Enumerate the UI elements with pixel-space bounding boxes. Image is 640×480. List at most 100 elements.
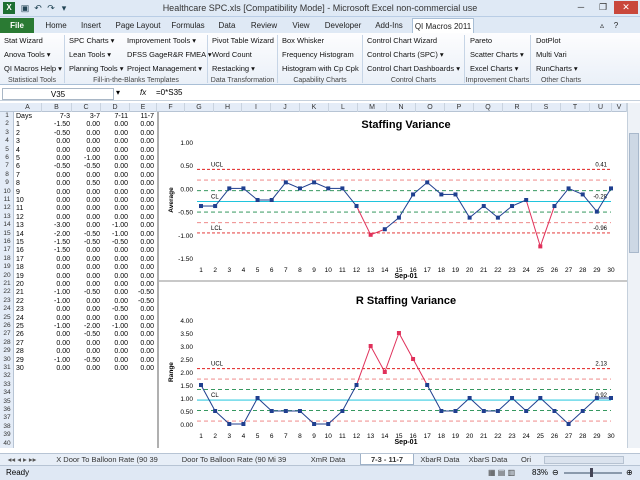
table-cell[interactable]: 0.00 — [114, 365, 128, 372]
table-cell[interactable]: 0.00 — [86, 255, 100, 263]
table-cell[interactable]: 0.00 — [86, 197, 100, 204]
row-header[interactable]: 35 — [3, 397, 11, 405]
data-point[interactable] — [552, 204, 557, 209]
table-cell[interactable]: 1 — [16, 121, 20, 129]
table-cell[interactable]: 27 — [16, 339, 24, 347]
data-point[interactable] — [354, 204, 359, 209]
table-cell[interactable]: 26 — [16, 331, 24, 339]
table-cell[interactable]: 0.00 — [56, 155, 70, 162]
table-cell[interactable]: 0.00 — [86, 138, 100, 146]
table-cell[interactable]: 0.00 — [114, 264, 128, 272]
table-cell[interactable]: 0.00 — [86, 272, 100, 280]
table-cell[interactable]: 0.00 — [56, 188, 70, 196]
table-cell[interactable]: 0.00 — [140, 188, 154, 196]
row-header[interactable]: 2 — [5, 120, 9, 128]
control-chart-wizard-button[interactable]: Control Chart Wizard — [367, 36, 438, 45]
row-header[interactable]: 34 — [3, 389, 11, 397]
improvement-tools-button[interactable]: Improvement Tools ▾ — [127, 36, 197, 45]
data-point[interactable] — [439, 409, 444, 413]
data-point[interactable] — [213, 204, 218, 209]
table-cell[interactable]: 0.00 — [114, 339, 128, 347]
table-cell[interactable]: -0.50 — [84, 289, 100, 297]
data-point[interactable] — [382, 227, 387, 232]
table-cell[interactable]: 0.00 — [140, 230, 154, 238]
table-cell[interactable]: 5 — [16, 155, 20, 162]
column-header[interactable]: O — [416, 103, 445, 112]
table-cell[interactable]: 6 — [16, 163, 20, 171]
table-cell[interactable]: 22 — [16, 297, 24, 305]
column-header[interactable]: M — [358, 103, 387, 112]
row-header[interactable]: 17 — [3, 246, 11, 254]
data-point[interactable] — [481, 204, 486, 209]
table-cell[interactable]: 0.00 — [140, 197, 154, 204]
data-point[interactable] — [227, 186, 232, 191]
table-cell[interactable]: 0.00 — [140, 180, 154, 188]
data-point[interactable] — [411, 192, 416, 197]
table-cell[interactable]: 0.00 — [140, 272, 154, 280]
column-title-cell[interactable]: 3-7 — [89, 113, 100, 120]
sheet-tab-active[interactable]: 7-3 - 11-7 — [360, 454, 414, 465]
table-cell[interactable]: 0.00 — [114, 255, 128, 263]
ribbon-minimize-icon[interactable]: ▵ — [599, 21, 604, 30]
table-cell[interactable]: 0.00 — [86, 247, 100, 255]
table-cell[interactable]: 3 — [16, 138, 20, 146]
customize-qat-icon[interactable]: ▾ — [61, 3, 67, 13]
column-header[interactable]: Q — [474, 103, 503, 112]
row-header[interactable]: 37 — [3, 414, 11, 422]
table-cell[interactable]: -0.50 — [84, 163, 100, 171]
table-cell[interactable]: -0.50 — [84, 239, 100, 246]
table-cell[interactable]: 29 — [16, 356, 24, 364]
table-cell[interactable]: 0.00 — [114, 314, 128, 322]
row-header[interactable]: 30 — [3, 355, 11, 363]
lean-tools-button[interactable]: Lean Tools ▾ — [69, 50, 111, 59]
table-cell[interactable]: 0.00 — [86, 281, 100, 288]
data-point[interactable] — [255, 198, 260, 202]
chart-1[interactable]: R Staffing Variance 4.00 3.50 3.00 2.50 2.00 1… — [159, 280, 627, 446]
data-point[interactable] — [425, 383, 430, 387]
data-point[interactable] — [439, 192, 444, 197]
data-point[interactable] — [340, 409, 345, 413]
data-point[interactable] — [227, 422, 232, 426]
row-header[interactable]: 6 — [5, 154, 9, 161]
column-title-cell[interactable]: 7-11 — [114, 113, 129, 120]
column-header[interactable]: E — [130, 103, 157, 112]
table-cell[interactable]: 24 — [16, 314, 24, 322]
tab-data[interactable]: Data — [218, 21, 236, 30]
table-cell[interactable]: 0.00 — [114, 129, 128, 137]
table-cell[interactable]: 0.00 — [140, 146, 154, 154]
box-whisker-button[interactable]: Box Whisker — [282, 36, 325, 45]
column-header[interactable]: I — [242, 103, 271, 112]
table-cell[interactable]: 0.00 — [56, 272, 70, 280]
data-point[interactable] — [354, 383, 359, 387]
table-cell[interactable]: 0.00 — [114, 197, 128, 204]
table-cell[interactable]: 21 — [16, 289, 24, 297]
horizontal-scrollbar[interactable] — [544, 456, 624, 464]
data-point[interactable] — [609, 186, 613, 191]
data-point[interactable] — [312, 180, 317, 185]
table-cell[interactable]: 0.00 — [140, 171, 154, 179]
table-cell[interactable]: 0.00 — [140, 239, 154, 246]
column-title-cell[interactable]: 7-3 — [59, 113, 70, 120]
row-header[interactable]: 20 — [3, 271, 11, 279]
minimize-icon[interactable]: ─ — [577, 2, 585, 12]
table-cell[interactable]: 0.00 — [140, 138, 154, 146]
table-cell[interactable]: 0.00 — [86, 205, 100, 213]
table-cell[interactable]: -1.00 — [54, 297, 70, 305]
data-point[interactable] — [297, 186, 302, 191]
table-cell[interactable]: 0.00 — [56, 348, 70, 356]
table-cell[interactable]: 0.00 — [140, 129, 154, 137]
table-cell[interactable]: 0.00 — [140, 121, 154, 129]
table-cell[interactable]: 0.00 — [56, 255, 70, 263]
undo-icon[interactable]: ↶ — [34, 3, 42, 13]
row-header[interactable]: 29 — [3, 347, 11, 355]
data-point[interactable] — [481, 409, 486, 413]
column-header[interactable]: T — [561, 103, 590, 112]
data-point[interactable] — [368, 232, 373, 237]
table-cell[interactable]: 0.00 — [140, 281, 154, 288]
dfss-gagerr-fmea-button[interactable]: DFSS GageR&R FMEA ▾ — [127, 50, 212, 59]
table-cell[interactable]: 28 — [16, 348, 24, 356]
table-cell[interactable]: 0.00 — [114, 331, 128, 339]
table-cell[interactable]: 0.00 — [140, 205, 154, 213]
table-cell[interactable]: 0.00 — [114, 213, 128, 221]
table-cell[interactable]: 0.00 — [114, 247, 128, 255]
